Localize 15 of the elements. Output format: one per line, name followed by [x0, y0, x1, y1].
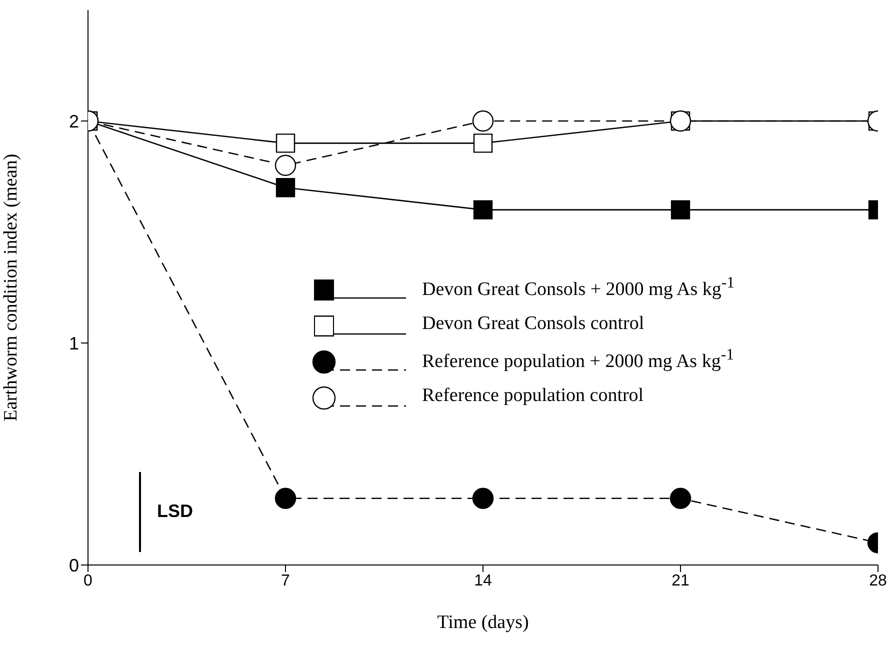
legend-label: Devon Great Consols + 2000 mg As kg$^{-1}$: [422, 274, 735, 300]
legend-label: Reference population + 2000 mg As kg$^{-1}$: [422, 346, 734, 372]
legend-label: Reference population control: [422, 385, 644, 406]
x-tick-label: 28: [869, 572, 887, 590]
legend-label: Devon Great Consols control: [422, 313, 644, 334]
y-tick-label: 2: [68, 111, 79, 132]
x-tick-label: 0: [84, 572, 93, 590]
y-tick-label: 0: [68, 555, 79, 576]
annotation: LSD: [157, 501, 193, 522]
x-tick-label: 7: [281, 572, 290, 590]
x-axis-title: Time (days): [437, 612, 529, 633]
y-tick-label: 1: [68, 333, 79, 354]
x-tick-label: 21: [672, 572, 690, 590]
x-tick-label: 14: [474, 572, 492, 590]
y-axis-title: Earthworm condition index (mean): [0, 154, 22, 422]
